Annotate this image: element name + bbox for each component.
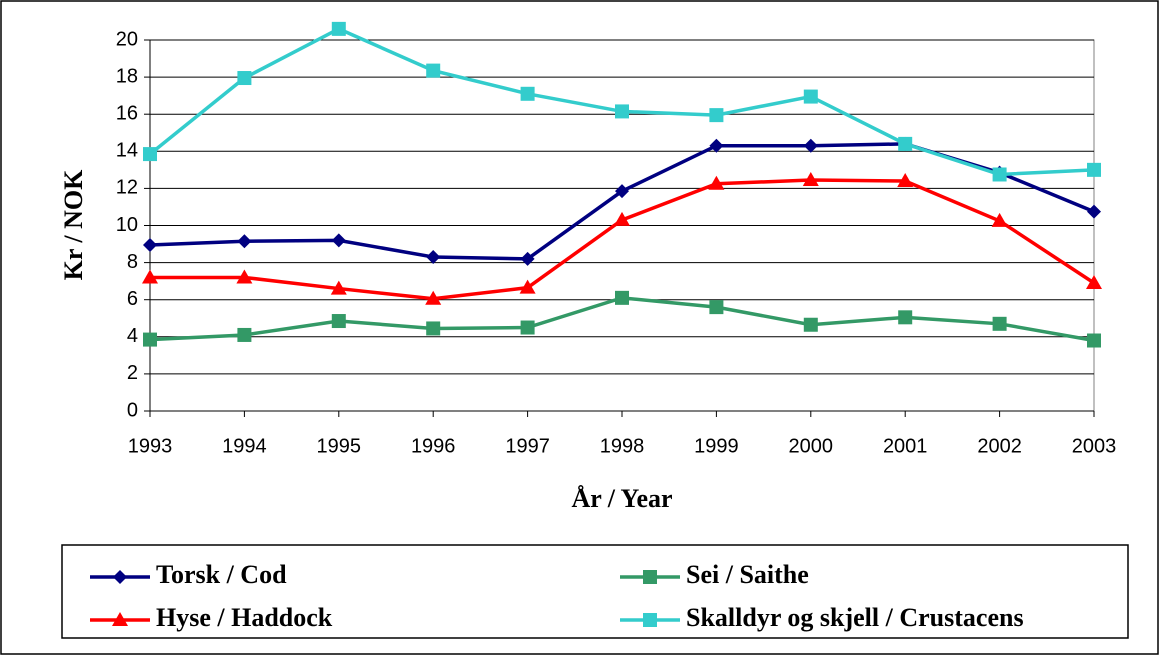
- legend-marker: [112, 612, 128, 626]
- y-tick-label: 12: [116, 177, 138, 199]
- data-point: [803, 89, 818, 104]
- data-point: [142, 269, 158, 284]
- y-tick-label: 0: [127, 399, 138, 421]
- data-point: [331, 314, 346, 329]
- data-point: [520, 86, 535, 101]
- data-point: [615, 104, 629, 119]
- data-point: [1087, 333, 1101, 348]
- data-point: [520, 251, 535, 266]
- legend-marker: [643, 613, 657, 627]
- data-point: [897, 172, 914, 187]
- x-tick-label: 1995: [317, 435, 362, 457]
- data-point: [520, 320, 535, 335]
- data-point: [991, 212, 1008, 227]
- data-point: [898, 310, 913, 325]
- y-tick-label: 18: [116, 65, 138, 87]
- legend-label: Skalldyr og skjell / Crustacens: [686, 603, 1024, 632]
- data-point: [143, 147, 157, 162]
- legend-label: Sei / Saithe: [686, 560, 809, 589]
- y-tick-label: 2: [127, 362, 138, 384]
- legend-label: Torsk / Cod: [156, 560, 287, 589]
- x-tick-label: 2002: [977, 435, 1022, 457]
- y-tick-label: 4: [127, 325, 138, 347]
- x-tick-label: 1996: [411, 435, 456, 457]
- data-point: [615, 184, 629, 199]
- data-point: [331, 233, 346, 248]
- x-tick-label: 1993: [128, 435, 173, 457]
- data-point: [426, 250, 441, 265]
- legend-marker: [643, 570, 657, 584]
- data-point: [802, 172, 819, 187]
- x-tick-label: 1997: [505, 435, 550, 457]
- data-point: [614, 211, 630, 226]
- x-tick-label: 1994: [222, 435, 267, 457]
- data-point: [1087, 162, 1101, 177]
- data-point: [992, 167, 1007, 182]
- data-point: [1087, 204, 1101, 219]
- data-point: [143, 332, 157, 347]
- y-tick-label: 8: [127, 251, 138, 273]
- y-tick-label: 10: [116, 214, 138, 236]
- y-tick-label: 20: [116, 28, 138, 50]
- y-tick-label: 6: [127, 288, 138, 310]
- data-point: [330, 280, 347, 295]
- y-tick-label: 16: [116, 102, 138, 124]
- data-point: [1086, 275, 1102, 290]
- data-point: [426, 63, 441, 78]
- data-point: [615, 290, 629, 305]
- data-point: [331, 21, 346, 36]
- data-point: [237, 71, 252, 86]
- legend-marker: [113, 570, 127, 584]
- data-point: [709, 300, 724, 315]
- data-point: [519, 279, 536, 294]
- x-tick-label: 1999: [694, 435, 739, 457]
- data-point: [237, 234, 252, 249]
- data-point: [992, 316, 1007, 331]
- x-tick-label: 2003: [1072, 435, 1117, 457]
- x-tick-label: 2001: [883, 435, 928, 457]
- data-point: [708, 175, 725, 190]
- x-tick-label: 2000: [789, 435, 834, 457]
- data-point: [898, 136, 913, 151]
- data-point: [425, 290, 442, 305]
- x-tick-label: 1998: [600, 435, 645, 457]
- y-tick-label: 14: [116, 140, 138, 162]
- data-point: [803, 138, 818, 153]
- data-point: [709, 108, 724, 123]
- data-point: [236, 269, 253, 284]
- x-axis-label: År / Year: [571, 484, 672, 513]
- y-axis-label: Kr / NOK: [59, 169, 88, 281]
- data-point: [426, 321, 441, 336]
- data-point: [803, 317, 818, 332]
- data-point: [237, 327, 252, 342]
- legend-label: Hyse / Haddock: [156, 603, 333, 632]
- legend: [61, 544, 1129, 639]
- data-point: [709, 138, 724, 153]
- data-point: [143, 237, 157, 252]
